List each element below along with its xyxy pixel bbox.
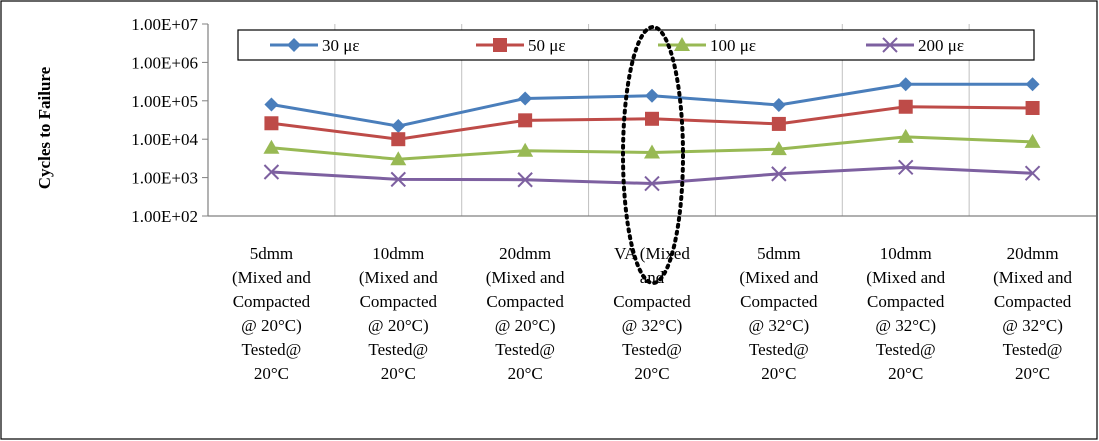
x-tick-label: 5dmm (Mixed and Compacted @ 20°C) Tested@ 20°…	[232, 244, 311, 383]
data-point	[1024, 165, 1041, 181]
data-point	[1025, 77, 1040, 92]
legend-marker	[287, 38, 301, 52]
data-point	[771, 116, 786, 131]
legend-label: 50 με	[528, 36, 566, 55]
y-axis-label: Cycles to Failure	[35, 66, 54, 189]
legend-label: 200 με	[918, 36, 964, 55]
data-point	[518, 113, 533, 128]
data-point	[898, 159, 914, 176]
data-point	[645, 111, 659, 126]
data-point	[264, 116, 279, 131]
legend-entry: 50 με	[476, 36, 566, 55]
legend-entry: 200 με	[866, 36, 964, 55]
series-1	[264, 99, 1040, 147]
data-point	[391, 119, 406, 134]
data-point	[517, 172, 533, 188]
data-point	[390, 171, 406, 188]
data-point	[897, 128, 914, 143]
legend-entry: 100 με	[658, 36, 756, 55]
x-axis: 5dmm (Mixed and Compacted @ 20°C) Tested@ 20°…	[208, 215, 1096, 383]
annotation-group	[621, 25, 685, 285]
series-2	[263, 128, 1041, 166]
highlight-ellipse	[621, 25, 685, 285]
legend-entry: 30 με	[270, 36, 360, 55]
x-tick-label: 5dmm (Mixed and Compacted @ 32°C) Tested@ 20°…	[739, 244, 818, 383]
data-point	[1024, 133, 1041, 148]
y-tick-label: 1.00E+04	[131, 130, 198, 149]
x-tick-label: 10dmm (Mixed and Compacted @ 32°C) Tested@ 20…	[866, 244, 945, 383]
data-point	[898, 99, 913, 114]
y-tick-label: 1.00E+03	[131, 169, 198, 188]
data-point	[390, 151, 407, 166]
data-point	[645, 88, 659, 103]
data-point	[263, 164, 280, 180]
data-point	[518, 91, 533, 106]
legend-marker	[493, 38, 507, 52]
y-tick-label: 1.00E+02	[131, 207, 198, 226]
y-tick-label: 1.00E+05	[131, 92, 198, 111]
data-point	[264, 97, 279, 112]
data-point	[517, 142, 534, 157]
data-point	[263, 139, 280, 154]
series-0	[264, 77, 1040, 134]
data-point	[644, 175, 660, 192]
y-tick-label: 1.00E+07	[131, 15, 198, 34]
data-point	[898, 77, 913, 92]
series-3	[263, 159, 1041, 192]
x-tick-label: 10dmm (Mixed and Compacted @ 20°C) Tested@ 20…	[359, 244, 438, 383]
legend-label: 100 με	[710, 36, 756, 55]
legend-marker	[674, 37, 690, 51]
legend-marker	[882, 37, 898, 53]
data-point	[644, 144, 660, 159]
y-axis: 1.00E+02 1.00E+03 1.00E+04 1.00E+05 1.00E+06…	[131, 15, 209, 226]
legend-label: 30 με	[322, 36, 360, 55]
y-tick-label: 1.00E+06	[131, 53, 198, 72]
data-point	[771, 97, 786, 112]
data-point	[1025, 100, 1040, 115]
x-tick-label: 20dmm (Mixed and Compacted @ 20°C) Tested@ 20…	[486, 244, 565, 383]
data-point	[391, 132, 406, 147]
x-tick-label: 20dmm (Mixed and Compacted @ 32°C) Tested@ 20…	[993, 244, 1072, 383]
data-point	[771, 166, 787, 182]
data-point	[770, 141, 787, 156]
series-group	[263, 77, 1041, 192]
